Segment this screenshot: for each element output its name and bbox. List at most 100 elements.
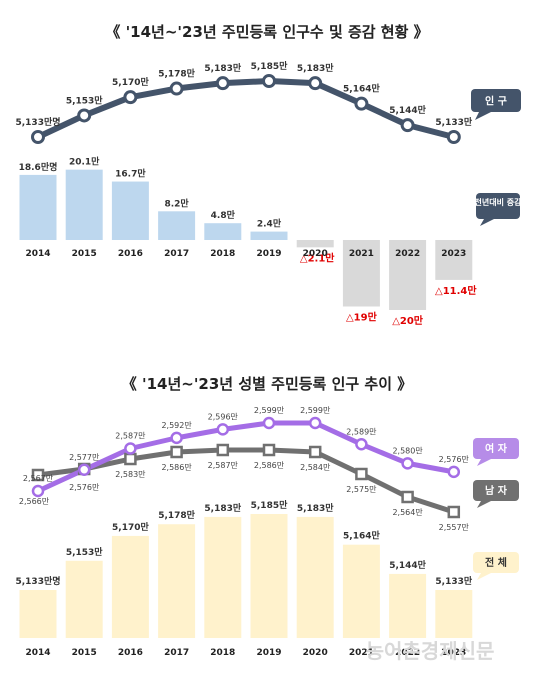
year-label-2020: 2020 <box>303 249 328 259</box>
total-label-2019: 5,185만 <box>251 499 288 511</box>
year-label-2-2014: 2014 <box>25 648 50 658</box>
total-label-2018: 5,183만 <box>204 502 241 514</box>
population-point-2021 <box>354 96 369 111</box>
population-label-2016: 5,170만 <box>112 76 149 88</box>
legend-total: 전 체 <box>473 552 519 580</box>
change-label-2017: 8.2만 <box>164 197 189 209</box>
chart-1-bars: 18.6만명 20.1만 16.7만 8.2만 4.8만 2.4만 △2.1만 △19만 △20… <box>19 156 478 327</box>
male-point-2022 <box>401 490 414 504</box>
female-point-2023 <box>447 465 461 479</box>
female-label-2016: 2,587만 <box>115 432 146 441</box>
female-label-2023: 2,576만 <box>439 455 470 464</box>
change-bar-2015 <box>65 169 103 240</box>
population-label-2021: 5,164만 <box>343 83 380 95</box>
change-label-2019: 2.4만 <box>257 218 282 230</box>
population-point-2020 <box>308 76 323 91</box>
chart-2-legend: 여 자남 자전 체 <box>473 438 519 580</box>
male-label-2020: 2,584만 <box>300 463 331 472</box>
change-bar-2023 <box>435 240 473 280</box>
female-label-2020: 2,599만 <box>300 406 331 415</box>
population-point-2017 <box>169 81 184 96</box>
legend-female-box <box>473 438 519 459</box>
legend-female: 여 자 <box>473 438 519 466</box>
year-label-2016: 2016 <box>118 249 143 259</box>
female-label-2018: 2,596만 <box>208 412 239 421</box>
population-point-2015 <box>77 108 92 123</box>
female-point-2015 <box>77 463 91 476</box>
chart-2-bars: 5,133만명 5,153만 5,170만 5,178만 5,183만 5,185만 5,1… <box>15 499 473 638</box>
male-point-2014 <box>31 468 45 482</box>
legend-change-text: 전년대비 증감 <box>475 197 523 207</box>
population-label-2015: 5,153만 <box>66 94 103 106</box>
population-point-2022 <box>400 118 415 133</box>
female-point-2018 <box>216 423 230 436</box>
population-point-2018 <box>215 76 230 91</box>
chart-2-title: 《 '14년~'23년 성별 주민등록 인구 추이 》 <box>122 375 412 393</box>
female-point-2020 <box>308 416 322 430</box>
legend-male-box <box>473 480 519 501</box>
male-point-2018 <box>216 443 230 457</box>
year-label-2-2018: 2018 <box>210 648 235 658</box>
population-point-2016 <box>123 90 138 105</box>
change-label-2018: 4.8만 <box>211 209 236 221</box>
change-label-2021: △19만 <box>346 311 378 324</box>
year-label-2018: 2018 <box>210 249 235 259</box>
chart-1-line: 5,133만명 5,153만 5,170만 5,178만 5,183만 5,185만 5,1… <box>15 60 473 144</box>
female-point-2017 <box>170 431 183 445</box>
year-label-2023: 2023 <box>441 249 466 259</box>
legend-population-text: 인 구 <box>485 95 507 108</box>
change-bar-2021 <box>342 240 380 307</box>
female-line <box>36 420 455 494</box>
female-point-2022 <box>401 457 414 470</box>
total-bar-2015 <box>65 560 103 638</box>
year-label-2019: 2019 <box>256 249 281 259</box>
total-bar-2020 <box>296 516 334 638</box>
legend-total-pointer <box>477 573 491 580</box>
population-label-2017: 5,178만 <box>158 68 195 80</box>
change-bar-2018 <box>204 223 242 240</box>
change-bar-2014 <box>19 174 57 240</box>
change-bar-2019 <box>250 231 288 240</box>
female-label-2022: 2,580만 <box>392 446 423 455</box>
male-label-2019: 2,586만 <box>254 461 285 470</box>
total-label-2014: 5,133만명 <box>15 575 60 587</box>
male-point-2017 <box>170 445 183 459</box>
change-label-2020: △2.1만 <box>300 251 335 264</box>
population-line <box>36 78 455 140</box>
male-line <box>37 447 455 515</box>
total-bar-2018 <box>204 516 242 638</box>
male-point-2020 <box>308 445 322 459</box>
population-label-2020: 5,183만 <box>297 62 334 74</box>
population-point-2023 <box>446 130 461 144</box>
legend-change-pointer <box>480 219 494 226</box>
change-bar-2020 <box>296 240 334 248</box>
chart-1-title: 《 '14년~'23년 주민등록 인구수 및 증감 현황 》 <box>105 23 428 41</box>
female-point-2021 <box>355 438 368 451</box>
total-bar-2019 <box>250 514 288 638</box>
female-point-2016 <box>124 442 137 455</box>
female-label-2021: 2,589만 <box>346 427 377 436</box>
male-label-2021: 2,575만 <box>346 485 377 494</box>
legend-population-pointer <box>475 112 491 120</box>
male-label-2014: 2,566만 <box>19 497 50 506</box>
watermark: 농어촌경제신문 <box>366 639 495 663</box>
legend-female-pointer <box>477 459 491 466</box>
total-label-2015: 5,153만 <box>66 546 103 558</box>
population-point-2019 <box>262 74 276 88</box>
male-label-2016: 2,583만 <box>115 470 146 479</box>
population-label-2014: 5,133만명 <box>15 116 60 128</box>
female-label-2019: 2,599만 <box>254 406 285 415</box>
legend-change-box <box>476 193 520 219</box>
year-label-2014: 2014 <box>25 249 50 259</box>
total-label-2023: 5,133만 <box>435 575 472 587</box>
chart-1-year-labels: 2014 2015 2016 2017 2018 2019 2020 2021 2022 2023 <box>25 249 466 259</box>
year-label-2021: 2021 <box>349 249 374 259</box>
change-label-2015: 20.1만 <box>69 156 100 168</box>
total-bar-2017 <box>158 524 196 638</box>
year-label-2-2023: 2023 <box>441 648 466 658</box>
year-label-2017: 2017 <box>164 249 189 259</box>
male-label-2015: 2,576만 <box>69 483 100 492</box>
population-label-2018: 5,183만 <box>204 62 241 74</box>
population-label-2022: 5,144만 <box>389 104 426 116</box>
